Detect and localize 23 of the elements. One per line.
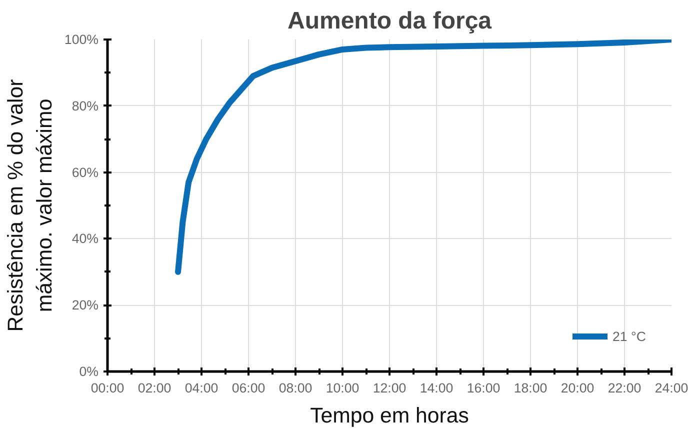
y-tick-label: 100%: [64, 32, 99, 47]
y-tick-label: 80%: [72, 98, 99, 114]
x-tick-label: 08:00: [278, 380, 312, 396]
y-tick-label: 0%: [79, 364, 99, 379]
x-tick-label: 20:00: [560, 380, 594, 396]
x-tick-label: 18:00: [514, 380, 548, 396]
y-tick-label: 40%: [72, 231, 99, 246]
x-tick-label: 00:00: [90, 380, 124, 396]
x-tick-label: 04:00: [184, 380, 218, 396]
y-tick-label: 60%: [72, 164, 99, 180]
x-tick-label: 02:00: [138, 380, 172, 396]
x-tick-label: 12:00: [372, 380, 406, 396]
x-axis-title: Tempo em horas: [310, 404, 469, 428]
x-tick-label: 16:00: [466, 380, 500, 396]
legend-label: 21 °C: [612, 328, 646, 344]
x-tick-label: 06:00: [232, 380, 266, 396]
chart-title: Aumento da força: [287, 8, 492, 34]
y-axis-title: Resistência em % do valor máximo. valor máximo: [4, 79, 56, 332]
x-tick-label: 24:00: [654, 380, 688, 396]
x-tick-label: 22:00: [608, 380, 642, 396]
y-tick-label: 20%: [72, 298, 99, 313]
x-tick-label: 10:00: [326, 380, 360, 396]
x-tick-label: 14:00: [420, 380, 454, 396]
